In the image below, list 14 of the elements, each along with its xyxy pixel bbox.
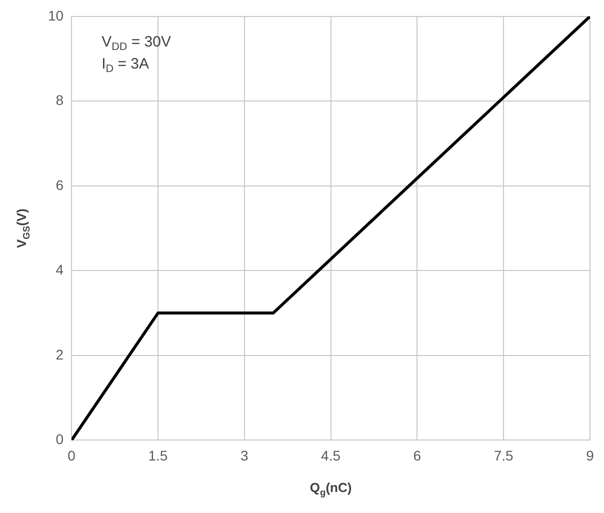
x-tick-label: 9	[586, 447, 594, 464]
y-tick-label: 0	[56, 431, 64, 448]
x-tick-label: 0	[68, 447, 76, 464]
y-tick-label: 8	[56, 92, 64, 108]
x-tick-label: 6	[413, 447, 422, 464]
x-tick-label: 3	[240, 447, 248, 464]
y-tick-label: 4	[56, 262, 64, 278]
y-tick-label: 2	[56, 346, 64, 362]
y-axis-title: VGS(V)	[14, 208, 32, 248]
x-tick-label: 7.5	[494, 447, 514, 464]
x-tick-label: 4.5	[321, 447, 341, 464]
x-tick-label: 1.5	[148, 447, 168, 464]
y-tick-label: 6	[56, 176, 64, 193]
y-tick-label: 10	[48, 7, 64, 24]
